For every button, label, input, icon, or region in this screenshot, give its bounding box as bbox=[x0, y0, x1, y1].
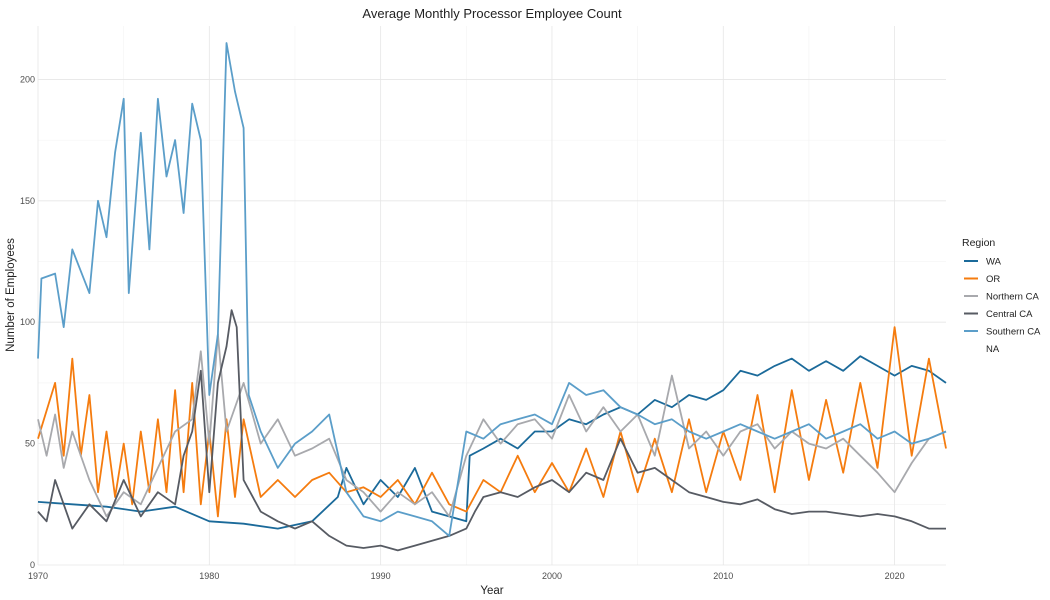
series-line-wa bbox=[37, 355, 947, 530]
x-tick-label: 1990 bbox=[371, 571, 391, 581]
y-tick-label: 100 bbox=[20, 317, 35, 327]
y-tick-label: 150 bbox=[20, 196, 35, 206]
x-tick-label: 2000 bbox=[542, 571, 562, 581]
legend-label: Northern CA bbox=[986, 292, 1039, 303]
x-tick-label: 2010 bbox=[713, 571, 733, 581]
series-line-or bbox=[37, 326, 947, 518]
legend-label: NA bbox=[986, 344, 1000, 355]
grid bbox=[37, 26, 946, 566]
legend: Region WA OR Northern CA Central CA Southern… bbox=[962, 237, 1041, 355]
series-lines bbox=[37, 42, 947, 552]
x-tick-label: 1980 bbox=[199, 571, 219, 581]
legend-label: WA bbox=[986, 257, 1002, 268]
y-tick-label: 200 bbox=[20, 74, 35, 84]
y-tick-label: 0 bbox=[30, 560, 35, 570]
x-axis-title: Year bbox=[480, 585, 503, 597]
tick-labels: 1970 1980 1990 2000 2010 2020 0 50 100 150 200 bbox=[20, 74, 905, 581]
series-line-southern-ca bbox=[37, 42, 947, 537]
legend-label: Southern CA bbox=[986, 327, 1041, 338]
y-tick-label: 50 bbox=[25, 439, 35, 449]
x-tick-label: 2020 bbox=[885, 571, 905, 581]
x-tick-label: 1970 bbox=[28, 571, 48, 581]
legend-label: Central CA bbox=[986, 309, 1033, 320]
chart-title: Average Monthly Processor Employee Count bbox=[362, 6, 622, 21]
legend-label: OR bbox=[986, 274, 1000, 285]
legend-title: Region bbox=[962, 237, 995, 249]
y-axis-title: Number of Employees bbox=[5, 238, 17, 352]
